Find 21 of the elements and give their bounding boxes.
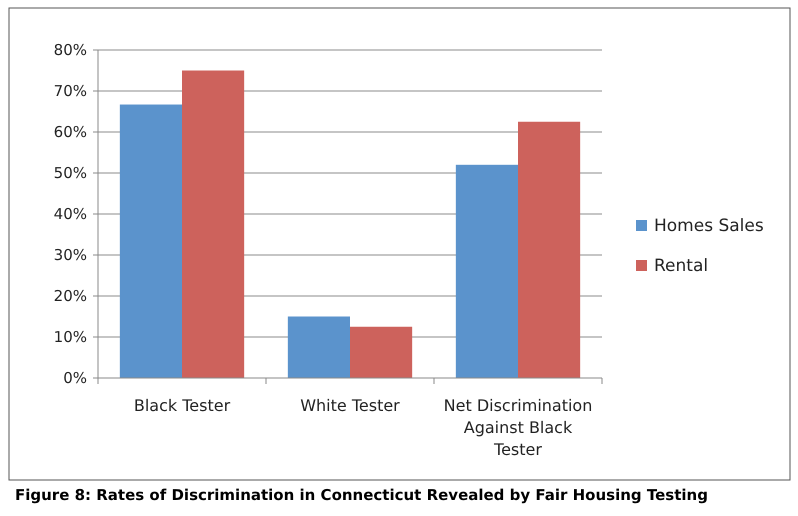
- x-tick-label: White Tester: [300, 396, 400, 415]
- y-tick-label: 40%: [54, 204, 87, 223]
- x-tick-label: Net Discrimination Against Black Tester: [444, 396, 592, 459]
- legend-label: Rental: [654, 256, 708, 276]
- bar: [456, 164, 518, 378]
- y-tick-label: 20%: [54, 286, 87, 305]
- bar: [518, 122, 580, 378]
- y-tick-label: 0%: [63, 368, 87, 387]
- y-tick-label: 60%: [54, 122, 87, 141]
- y-tick-label: 50%: [54, 164, 87, 182]
- bar: [288, 316, 350, 378]
- x-tick-label: Black Tester: [134, 396, 231, 415]
- y-tick-label: 70%: [54, 82, 87, 100]
- bar: [350, 326, 412, 378]
- bar: [182, 70, 244, 378]
- y-tick-label: 80%: [54, 40, 87, 59]
- text: Figure 8: Rates of Discrimination in Connecticut Revealed by Fair Housing Testing: [15, 486, 708, 504]
- y-tick-label: 10%: [54, 328, 87, 346]
- y-tick-label: 30%: [54, 246, 87, 264]
- bar: [120, 104, 182, 378]
- legend-label: Homes Sales: [654, 216, 764, 236]
